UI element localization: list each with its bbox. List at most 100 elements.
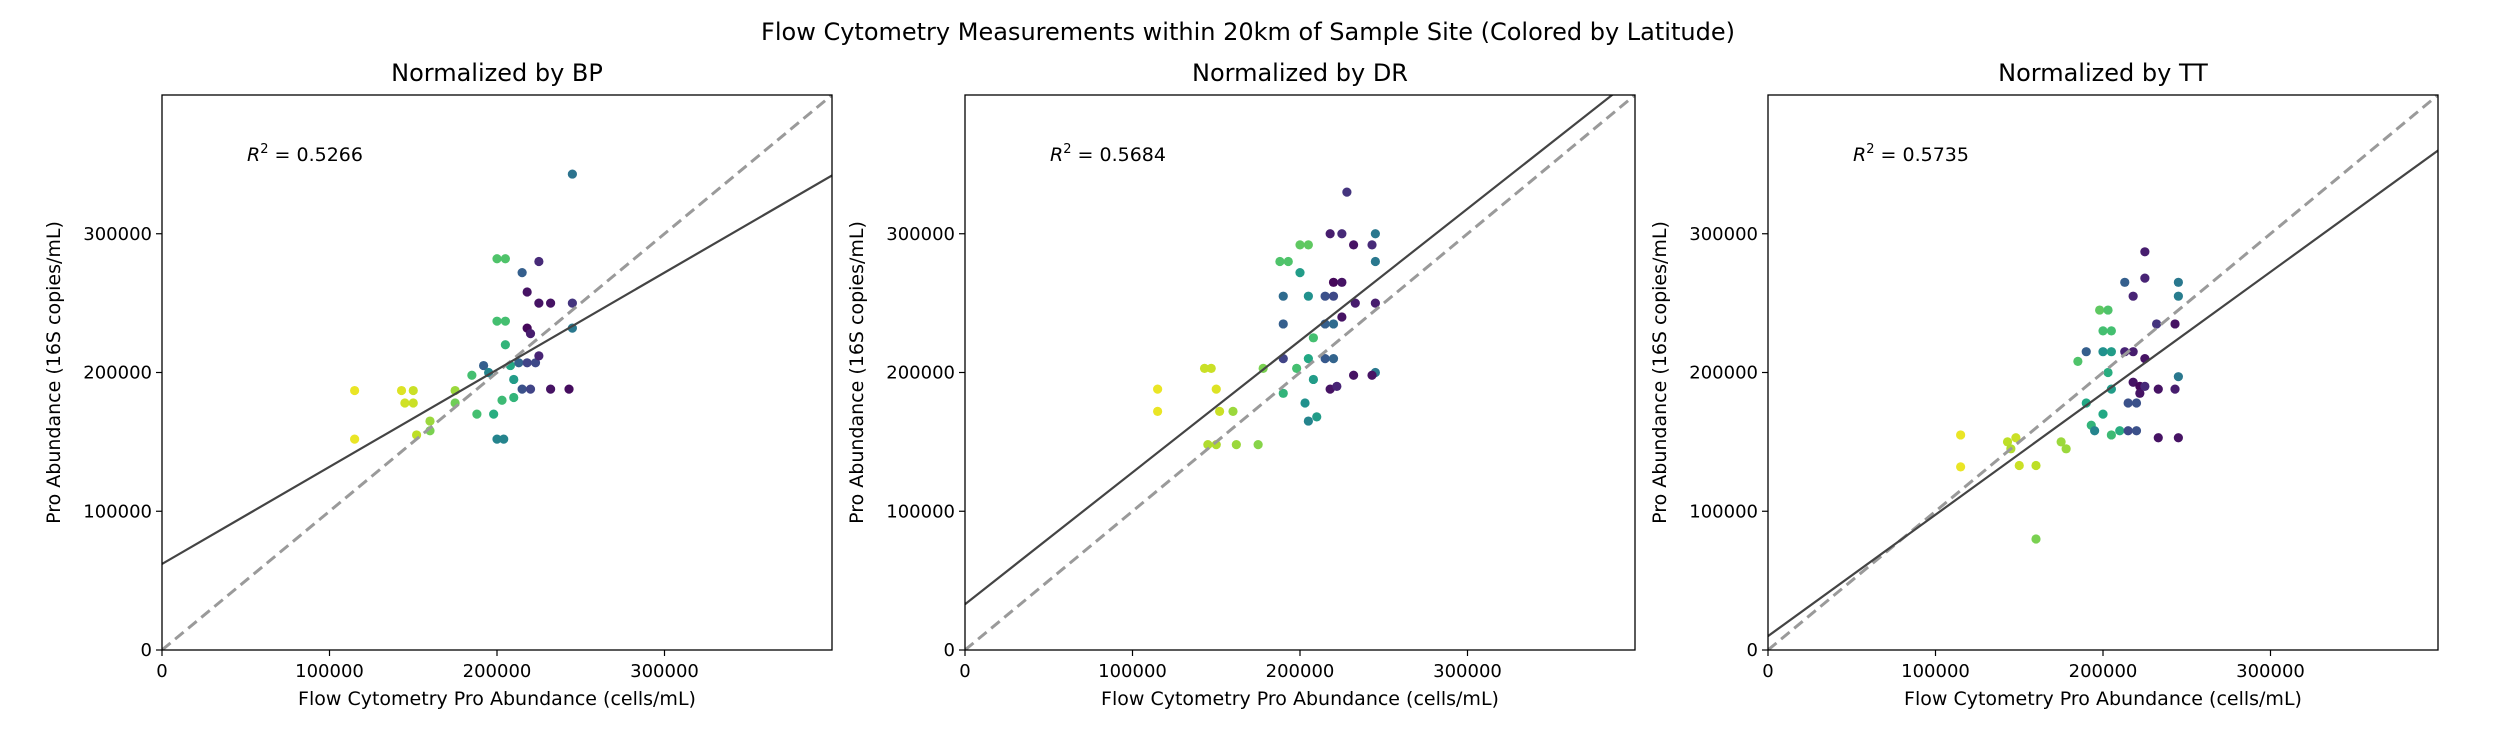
data-point: [2098, 347, 2108, 357]
data-point: [1367, 240, 1377, 250]
y-tick-label: 300000: [83, 224, 152, 245]
data-point: [2128, 291, 2138, 301]
scatter-panel-2: Normalized by DR 0 100000 200000 300000 0 1000…: [846, 59, 1636, 710]
data-point: [2123, 426, 2133, 436]
data-point: [1211, 384, 1221, 394]
data-point: [2131, 426, 2142, 436]
identity-line: [162, 95, 832, 650]
data-point: [1303, 291, 1313, 301]
data-point: [2002, 437, 2013, 447]
data-point: [1292, 363, 1302, 373]
data-point: [1253, 440, 1263, 450]
y-axis-label: Pro Abundance (16S copies/mL): [846, 221, 868, 524]
y-tick-label: 100000: [886, 501, 955, 522]
data-point: [1312, 412, 1322, 422]
r2-symbol: R: [1050, 144, 1063, 166]
data-point: [499, 434, 509, 444]
x-axis-label: Flow Cytometry Pro Abundance (cells/mL): [298, 688, 696, 710]
data-point: [500, 316, 510, 326]
y-axis-label: Pro Abundance (16S copies/mL): [43, 221, 65, 524]
panel-title: Normalized by BP: [391, 59, 603, 87]
data-point: [2123, 398, 2133, 408]
data-point: [525, 329, 536, 339]
data-point: [467, 370, 477, 380]
data-point: [2140, 381, 2150, 391]
data-point: [514, 358, 524, 368]
data-point: [408, 385, 418, 396]
data-point: [350, 434, 360, 444]
y-tick-label: 200000: [1689, 363, 1758, 384]
data-point: [1295, 268, 1305, 278]
data-point: [2061, 444, 2071, 454]
r2-superscript: 2: [1866, 142, 1874, 157]
y-tick-label: 200000: [83, 363, 152, 384]
x-tick-label: 200000: [2069, 661, 2138, 682]
data-point: [1332, 381, 1342, 391]
data-point: [2098, 409, 2108, 419]
x-tick-label: 0: [1762, 661, 1773, 682]
data-point: [1342, 187, 1352, 197]
data-point: [2090, 426, 2100, 436]
y-tick-label: 200000: [886, 363, 955, 384]
data-point: [2173, 433, 2183, 443]
fit-line: [1768, 149, 2438, 638]
data-point: [1320, 354, 1330, 364]
data-point: [517, 268, 527, 278]
data-point: [492, 316, 502, 326]
x-tick-label: 0: [156, 661, 167, 682]
data-point: [517, 384, 527, 394]
data-point: [1206, 363, 1216, 373]
x-tick-label: 100000: [1901, 661, 1970, 682]
data-point: [2140, 273, 2150, 283]
data-point: [2153, 433, 2163, 443]
data-point: [2081, 347, 2091, 357]
r2-symbol: R: [1853, 144, 1866, 166]
data-point: [1203, 440, 1213, 450]
data-point: [500, 254, 510, 264]
data-point: [2173, 277, 2183, 287]
data-point: [2170, 319, 2180, 329]
data-point: [546, 384, 556, 394]
x-axis-label: Flow Cytometry Pro Abundance (cells/mL): [1904, 688, 2302, 710]
panel-title: Normalized by DR: [1192, 59, 1408, 87]
data-point: [1278, 319, 1288, 329]
x-tick-label: 300000: [1433, 661, 1502, 682]
x-tick-label: 100000: [295, 661, 364, 682]
r-squared-annotation: R2 = 0.5684: [1050, 142, 1166, 166]
data-point: [1350, 298, 1360, 308]
data-point: [1337, 277, 1347, 287]
data-point: [567, 298, 577, 308]
data-point: [2152, 319, 2162, 329]
data-point: [1231, 440, 1241, 450]
data-point: [2115, 426, 2125, 436]
data-point: [1337, 229, 1347, 239]
data-point: [564, 384, 574, 394]
r2-value: = 0.5684: [1071, 144, 1165, 166]
data-point: [1349, 370, 1359, 380]
data-point: [2056, 437, 2066, 447]
scatter-panel-1: Normalized by BP 0 100000 200000 300000 0 1000…: [43, 59, 833, 710]
r2-symbol: R: [247, 144, 260, 166]
data-point: [522, 358, 532, 368]
data-point: [2135, 388, 2145, 398]
x-tick-label: 200000: [463, 661, 532, 682]
data-point: [2153, 384, 2163, 394]
reference-lines: [965, 95, 1635, 650]
reference-lines: [1768, 95, 2438, 650]
data-point: [2106, 347, 2116, 357]
data-point: [1308, 333, 1318, 343]
data-point: [1153, 384, 1163, 394]
data-point: [2073, 356, 2083, 366]
data-point: [1328, 277, 1339, 287]
data-point: [489, 409, 499, 419]
data-point: [1325, 229, 1335, 239]
r2-value: = 0.5266: [268, 144, 362, 166]
data-point: [1349, 240, 1359, 250]
panels: Normalized by BP 0 100000 200000 300000 0 1000…: [43, 59, 2439, 710]
data-point: [1328, 291, 1339, 301]
data-point: [1308, 374, 1318, 385]
data-point: [509, 392, 519, 403]
data-point: [1956, 462, 1966, 472]
data-point: [2170, 384, 2180, 394]
data-point: [472, 409, 482, 419]
